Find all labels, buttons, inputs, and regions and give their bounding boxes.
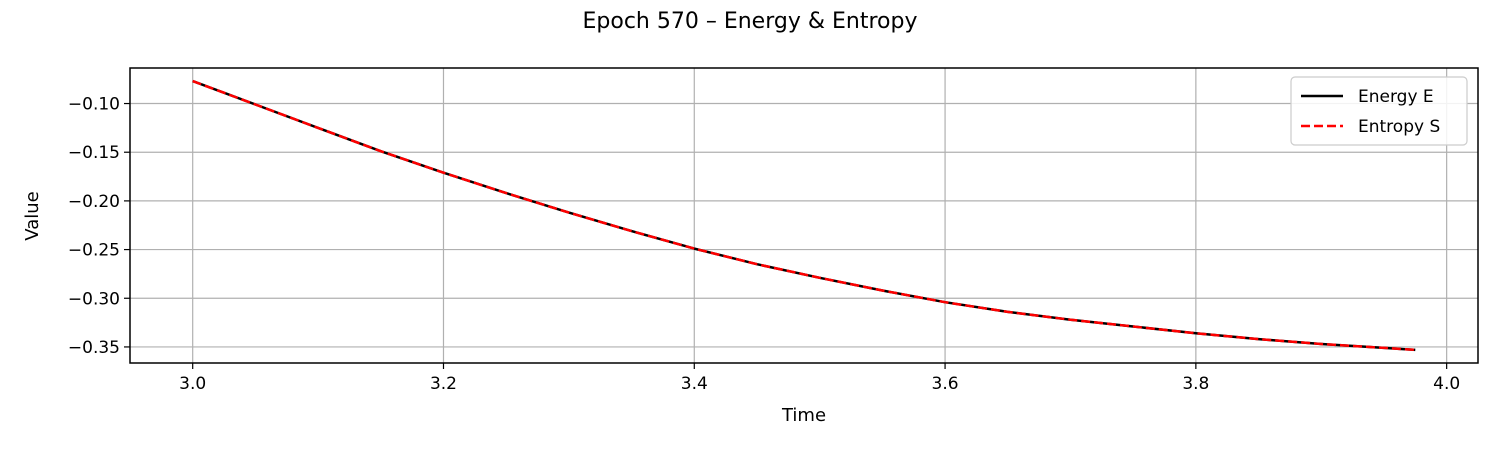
x-tick-label: 3.6 — [932, 374, 959, 394]
grid-lines — [130, 68, 1478, 363]
y-tick-label: −0.20 — [68, 192, 120, 212]
y-tick-label: −0.35 — [68, 338, 120, 358]
y-tick-label: −0.15 — [68, 143, 120, 163]
legend-box — [1290, 76, 1468, 146]
y-axis-label: Value — [22, 191, 43, 240]
x-tick-label: 3.2 — [430, 374, 457, 394]
series-layer — [192, 79, 1416, 352]
legend-label: Entropy S — [1358, 117, 1440, 137]
x-axis-label: Time — [781, 405, 826, 426]
y-axis: −0.10 −0.15 −0.20 −0.25 −0.30 −0.35 — [68, 95, 130, 358]
x-tick-label: 3.8 — [1182, 374, 1209, 394]
y-tick-label: −0.30 — [68, 289, 120, 309]
series-line-entropy-s — [192, 79, 1416, 352]
x-tick-label: 3.0 — [179, 374, 206, 394]
y-tick-label: −0.25 — [68, 241, 120, 261]
x-tick-label: 3.4 — [681, 374, 708, 394]
legend-label: Energy E — [1358, 87, 1434, 107]
chart-title: Epoch 570 – Energy & Entropy — [583, 9, 918, 34]
plot-frame — [129, 67, 1479, 364]
y-tick-label: −0.10 — [68, 95, 120, 115]
x-tick-label: 4.0 — [1433, 374, 1460, 394]
x-axis: 3.0 3.2 3.4 3.6 3.8 4.0 — [179, 363, 1460, 394]
legend: Energy E Entropy S — [1290, 76, 1468, 146]
